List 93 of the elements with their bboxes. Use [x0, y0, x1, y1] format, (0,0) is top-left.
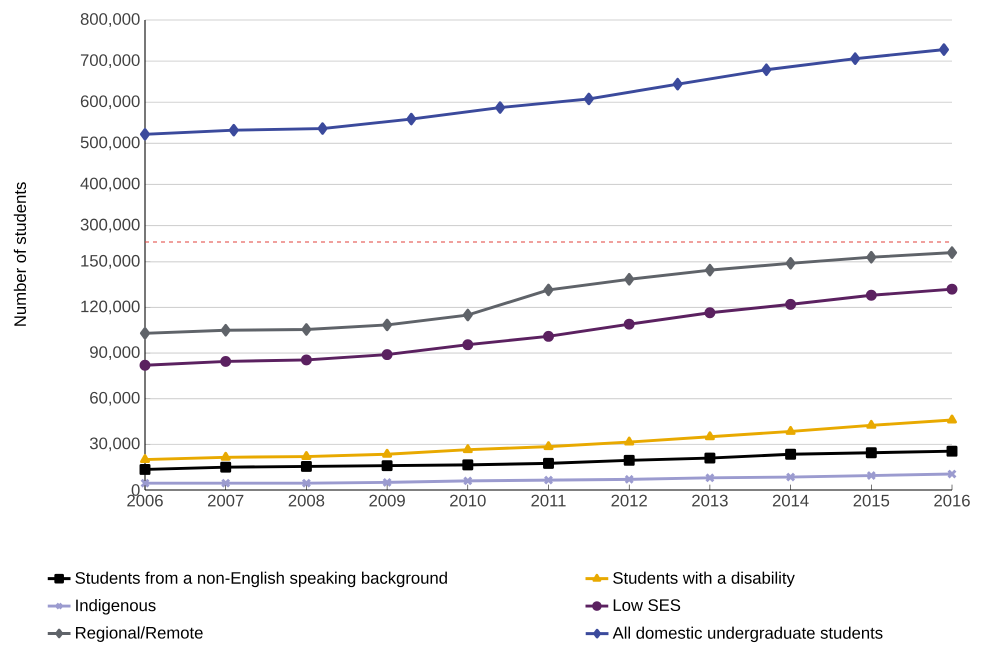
- point: [785, 448, 796, 460]
- point: [301, 451, 312, 460]
- point: [584, 92, 594, 106]
- point: [705, 472, 715, 483]
- legend-label: Low SES: [614, 599, 680, 612]
- point: [704, 307, 716, 318]
- point: [382, 318, 392, 332]
- y-tick-label: 0: [132, 484, 140, 496]
- point: [785, 298, 796, 310]
- x-tick-label: 2015: [854, 494, 890, 507]
- point: [302, 478, 312, 488]
- point: [947, 414, 957, 424]
- point: [946, 446, 958, 457]
- point: [786, 472, 796, 482]
- point: [220, 478, 231, 488]
- point: [624, 436, 634, 446]
- y-tick-label: 150,000: [81, 254, 140, 269]
- point: [761, 63, 772, 76]
- point: [543, 330, 554, 342]
- point: [228, 124, 239, 136]
- point: [462, 476, 473, 486]
- x-tick-label: 2010: [450, 494, 486, 507]
- point: [140, 464, 150, 475]
- x-tick-label: 2008: [288, 494, 324, 507]
- y-tick-label: 800,000: [80, 13, 140, 27]
- x-tick-label: 2011: [531, 494, 566, 507]
- point: [382, 460, 393, 472]
- point: [624, 273, 634, 286]
- point: [544, 475, 554, 485]
- point: [672, 78, 683, 90]
- x-tick-label: 2012: [612, 494, 647, 507]
- point: [382, 349, 393, 360]
- point: [786, 257, 796, 270]
- point: [300, 354, 312, 366]
- legend-label: All domestic undergraduate students: [612, 626, 882, 642]
- point: [624, 474, 634, 484]
- legend-label: Students with a disability: [613, 572, 795, 588]
- point: [938, 43, 950, 56]
- point: [543, 458, 554, 469]
- y-tick-label: 120,000: [81, 300, 140, 314]
- point: [624, 454, 635, 466]
- y-tick-label: 60,000: [90, 392, 140, 406]
- point: [220, 324, 231, 337]
- point: [866, 250, 876, 264]
- point: [406, 112, 416, 126]
- point: [704, 264, 715, 276]
- point: [300, 460, 312, 472]
- x-tick-label: 2006: [127, 494, 163, 507]
- point: [704, 431, 715, 440]
- point: [543, 284, 554, 296]
- legend-label: Regional/Remote: [76, 626, 203, 642]
- point: [866, 290, 877, 301]
- x-tick-label: 2014: [772, 494, 809, 507]
- x-tick-label: 2009: [369, 494, 405, 507]
- point: [462, 339, 474, 350]
- point: [140, 454, 150, 464]
- point: [495, 101, 506, 114]
- point: [544, 441, 554, 450]
- point: [462, 444, 473, 454]
- point: [220, 452, 231, 461]
- point: [866, 470, 876, 480]
- y-tick-label: 400,000: [80, 178, 140, 192]
- point: [946, 284, 958, 295]
- point: [301, 323, 312, 336]
- y-axis-title: Number of students: [14, 182, 26, 326]
- point: [462, 308, 473, 322]
- y-tick-label: 90,000: [90, 346, 140, 360]
- y-tick-label: 600,000: [80, 95, 140, 110]
- point: [382, 448, 392, 458]
- y-tick-label: 700,000: [80, 54, 140, 68]
- x-tick-label: 2013: [692, 494, 728, 507]
- point: [140, 128, 150, 141]
- point: [704, 452, 716, 464]
- point: [866, 420, 876, 429]
- point: [462, 459, 474, 470]
- legend-label: Students from a non-English speaking background: [75, 572, 447, 588]
- point: [850, 52, 860, 65]
- x-tick-label: 2016: [934, 494, 970, 507]
- x-tick-label: 2007: [208, 494, 244, 507]
- point: [946, 246, 958, 259]
- y-tick-label: 30,000: [90, 437, 140, 452]
- point: [140, 327, 150, 340]
- point: [220, 356, 232, 367]
- point: [624, 318, 635, 330]
- y-tick-label: 500,000: [80, 136, 140, 150]
- point: [382, 478, 392, 488]
- point: [866, 447, 877, 458]
- y-tick-label: 300,000: [80, 218, 140, 232]
- point: [220, 462, 232, 473]
- legend-label: Indigenous: [76, 599, 156, 615]
- point: [140, 360, 150, 371]
- point: [786, 426, 796, 435]
- point: [317, 122, 328, 135]
